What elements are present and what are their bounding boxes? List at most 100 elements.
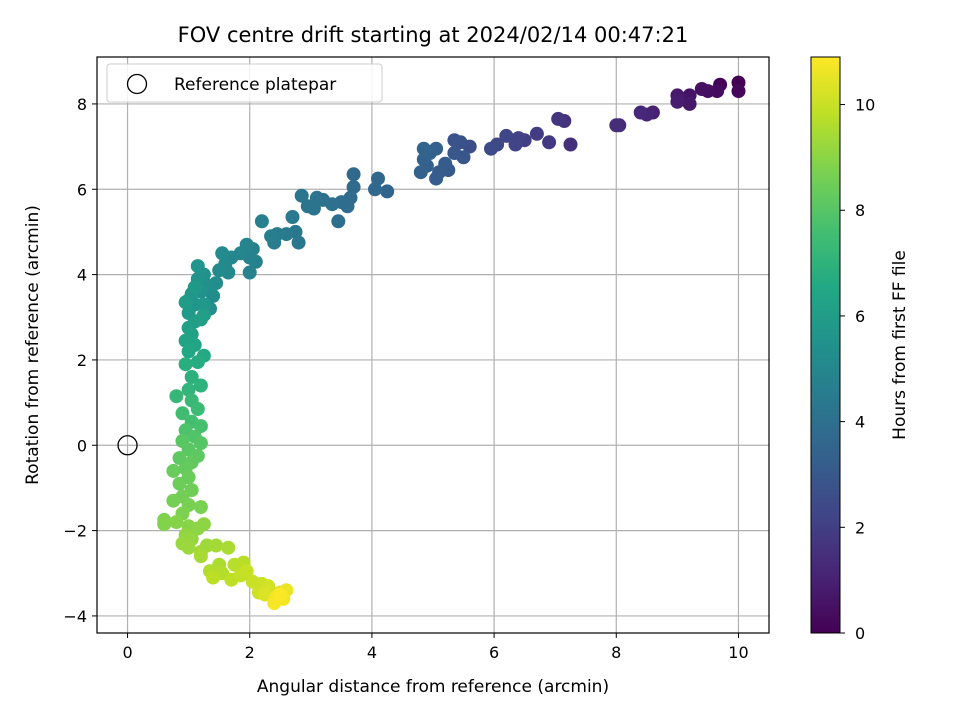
scatter-point xyxy=(694,82,709,96)
scatter-point xyxy=(413,165,428,180)
scatter-point xyxy=(157,517,172,532)
scatter-point xyxy=(731,84,746,99)
scatter-point xyxy=(294,188,309,203)
scatter-point xyxy=(193,419,208,434)
scatter-point xyxy=(447,146,462,160)
scatter-point xyxy=(181,344,196,359)
plot-area-frame xyxy=(96,56,770,634)
scatter-point xyxy=(291,235,306,250)
scatter-point xyxy=(380,184,395,199)
y-axis: −4 −2 0 2 4 6 8 xyxy=(63,95,97,626)
scatter-point xyxy=(346,180,361,195)
x-tick-label: 6 xyxy=(489,643,499,662)
scatter-point xyxy=(508,137,523,152)
scatter-point xyxy=(346,167,361,182)
legend-marker-icon xyxy=(126,73,148,95)
scatter-point xyxy=(193,500,208,515)
colorbar: 0 2 4 6 8 10 Hours from first FF file xyxy=(810,56,910,643)
colorbar-tick-label: 8 xyxy=(855,201,865,220)
legend-box xyxy=(106,63,383,103)
x-tick-label: 8 xyxy=(611,643,621,662)
scatter-point xyxy=(371,171,385,186)
scatter-point xyxy=(242,265,257,280)
scatter-point xyxy=(254,214,269,229)
scatter-point xyxy=(633,105,648,120)
x-tick-label: 2 xyxy=(245,643,255,662)
scatter-point xyxy=(215,246,230,261)
scatter-point xyxy=(416,141,431,156)
colorbar-ticks: 0 2 4 6 8 10 xyxy=(840,96,875,643)
scatter-point xyxy=(166,463,181,478)
y-axis-label: Rotation from reference (arcmin) xyxy=(23,205,43,485)
scatter-point xyxy=(209,538,224,553)
scatter-point xyxy=(368,182,382,197)
x-axis-label: Angular distance from reference (arcmin) xyxy=(257,677,609,697)
colorbar-tick-label: 2 xyxy=(855,518,865,537)
scatter-point xyxy=(529,126,544,141)
y-tick-label: 0 xyxy=(77,436,87,455)
scatter-point xyxy=(542,135,557,150)
data-points xyxy=(157,75,746,611)
scatter-point xyxy=(181,382,196,397)
scatter-point xyxy=(190,259,205,274)
scatter-point xyxy=(193,549,208,564)
scatter-point xyxy=(551,111,566,126)
legend-label: Reference platepar xyxy=(174,75,336,95)
scatter-point xyxy=(196,517,211,532)
scatter-point xyxy=(190,402,205,416)
scatter-point xyxy=(221,540,236,555)
scatter-point xyxy=(239,564,254,579)
scatter-point xyxy=(190,355,205,370)
legend: Reference platepar xyxy=(106,63,383,103)
scatter-point xyxy=(447,133,462,148)
colorbar-label: Hours from first FF file xyxy=(890,250,910,440)
scatter-point xyxy=(172,451,187,466)
scatter-point xyxy=(331,214,346,229)
scatter-point xyxy=(193,312,208,327)
x-axis: 0 2 4 6 8 10 xyxy=(122,633,749,662)
y-tick-label: 6 xyxy=(77,180,87,199)
colorbar-gradient xyxy=(810,56,841,634)
scatter-point xyxy=(285,210,300,224)
x-tick-label: 0 xyxy=(122,643,132,662)
scatter-point xyxy=(264,229,279,244)
scatter-point xyxy=(609,118,624,133)
colorbar-tick-label: 0 xyxy=(855,624,865,643)
y-tick-label: 4 xyxy=(77,266,87,285)
scatter-point xyxy=(175,406,190,421)
scatter-point xyxy=(196,297,211,312)
scatter-point xyxy=(184,370,199,384)
scatter-point xyxy=(300,199,315,214)
scatter-point xyxy=(682,96,697,111)
scatter-point xyxy=(172,476,187,491)
reference-marker xyxy=(117,435,138,456)
scatter-point xyxy=(187,280,202,295)
scatter-point xyxy=(206,570,221,585)
chart-title: FOV centre drift starting at 2024/02/14 … xyxy=(178,23,689,47)
x-tick-label: 10 xyxy=(728,643,748,662)
colorbar-tick-label: 10 xyxy=(855,96,875,115)
scatter-point xyxy=(563,137,578,152)
y-tick-label: −2 xyxy=(63,522,87,541)
scatter-point xyxy=(206,288,221,303)
colorbar-tick-label: 4 xyxy=(855,413,865,432)
scatter-point xyxy=(169,389,184,404)
x-tick-label: 4 xyxy=(367,643,377,662)
scatter-point xyxy=(178,357,193,372)
scatter-point xyxy=(212,263,227,278)
scatter-point xyxy=(181,540,196,555)
colorbar-tick-label: 6 xyxy=(855,307,865,326)
scatter-point xyxy=(166,493,181,508)
scatter-point xyxy=(193,436,208,451)
scatter-point xyxy=(309,190,324,205)
scatter-point xyxy=(169,515,184,530)
scatter-point xyxy=(670,94,685,109)
scatter-point xyxy=(499,128,514,143)
scatter-point xyxy=(193,378,208,393)
y-tick-label: 8 xyxy=(77,95,87,114)
scatter-point xyxy=(273,587,288,602)
y-tick-label: 2 xyxy=(77,351,87,370)
y-tick-label: −4 xyxy=(63,607,87,626)
reference-point xyxy=(117,435,138,456)
